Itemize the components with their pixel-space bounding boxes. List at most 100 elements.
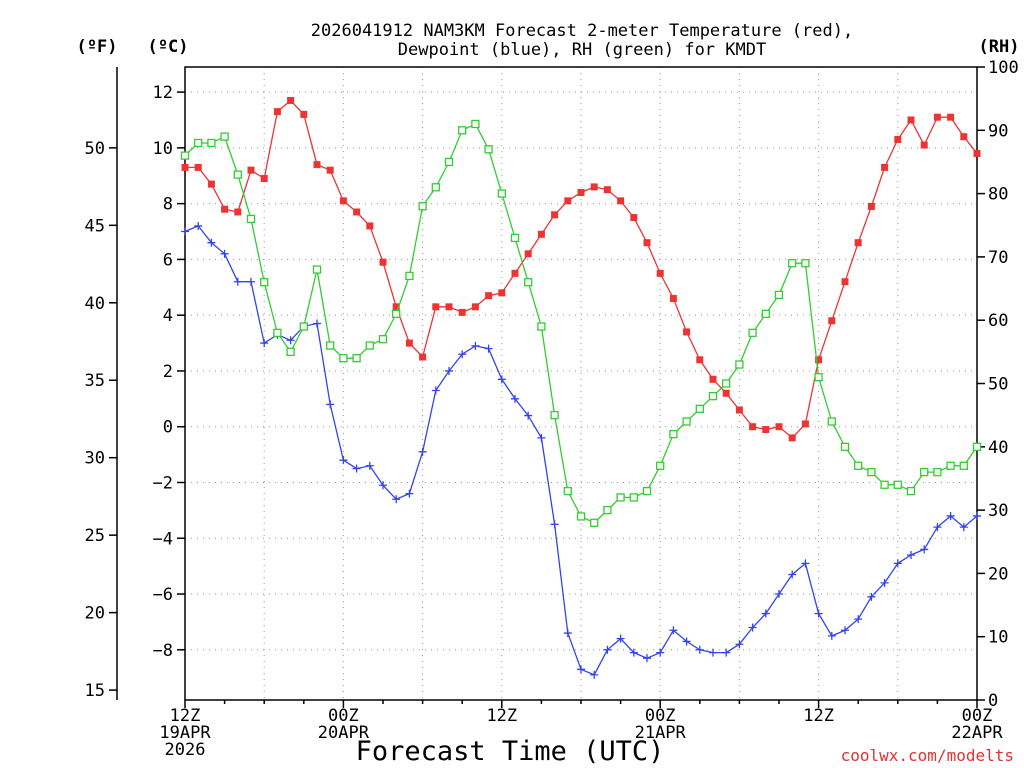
fahrenheit-tick-label: 20: [85, 604, 105, 624]
2-meter-temperature-point: [326, 166, 334, 174]
rh-point: [656, 461, 665, 470]
rh-point: [603, 505, 612, 515]
rh-tick-label: 30: [988, 501, 1008, 521]
celsius-unit-label: (ºC): [148, 37, 189, 57]
x-tick-label: 19APR: [159, 723, 211, 743]
2-meter-temperature-point: [749, 423, 757, 431]
dewpoint-point: [590, 670, 599, 679]
2-meter-temperature-point: [643, 239, 651, 247]
rh-point: [761, 309, 770, 319]
rh-point: [365, 341, 374, 350]
dewpoint-point: [181, 227, 189, 236]
x-axis-label: Forecast Time (UTC): [356, 736, 665, 767]
dewpoint-point: [484, 344, 493, 353]
rh-point: [722, 379, 731, 388]
rh-point: [933, 467, 942, 477]
2-meter-temperature-point: [801, 420, 809, 428]
dewpoint-point: [313, 319, 321, 328]
rh-tick-label: 0: [988, 691, 998, 711]
rh-tick-label: 80: [988, 185, 1008, 205]
dewpoint-point: [524, 411, 533, 420]
dewpoint-point: [946, 511, 955, 520]
2-meter-temperature-point: [485, 292, 493, 300]
2-meter-temperature-point: [194, 163, 202, 171]
2-meter-temperature-point: [696, 356, 704, 364]
dewpoint-point: [563, 629, 572, 638]
2-meter-temperature-point: [762, 426, 770, 434]
2-meter-temperature-point: [234, 208, 242, 216]
2-meter-temperature-point: [537, 230, 545, 238]
rh-point: [405, 271, 414, 281]
2-meter-temperature-point: [564, 197, 572, 205]
2-meter-temperature-point: [577, 188, 585, 196]
dewpoint-point: [405, 489, 414, 498]
celsius-tick-label: 10: [153, 139, 173, 159]
dewpoint-point: [761, 609, 770, 618]
rh-point: [444, 157, 454, 167]
celsius-tick-label: 12: [153, 83, 173, 103]
rh-point: [827, 417, 836, 426]
dewpoint-point: [352, 464, 361, 473]
2-meter-temperature-point: [313, 161, 321, 169]
dewpoint-point: [854, 615, 863, 624]
dewpoint-point: [326, 400, 335, 409]
2-meter-temperature-point: [709, 375, 717, 383]
rh-point: [431, 183, 440, 192]
plot-frame: [184, 66, 978, 701]
rh-point: [194, 138, 203, 148]
celsius-tick-label: 8: [163, 195, 173, 215]
fahrenheit-tick-label: 40: [85, 294, 105, 314]
rh-point: [814, 373, 823, 382]
rh-point: [972, 442, 982, 451]
2-meter-temperature-point: [735, 406, 743, 414]
dewpoint-point: [497, 375, 506, 384]
2-meter-temperature-point: [788, 434, 796, 442]
dewpoint-point: [207, 238, 216, 247]
2-meter-temperature-point: [947, 113, 955, 121]
x-tick-label: 00Z: [328, 706, 359, 726]
gridlines: [185, 67, 977, 700]
2-meter-temperature-point: [524, 250, 532, 258]
2-meter-temperature-point: [973, 149, 981, 157]
rh-point: [339, 354, 348, 363]
x-tick-label: 12Z: [486, 706, 517, 726]
2-meter-temperature-point: [366, 222, 374, 230]
x-tick-label: 12Z: [170, 706, 201, 726]
2-meter-temperature-point: [722, 389, 730, 397]
dewpoint-point: [431, 386, 440, 395]
dewpoint-point: [827, 631, 836, 640]
2-meter-temperature-point: [590, 183, 598, 191]
dewpoint-point: [788, 570, 797, 579]
celsius-tick-label: −4: [153, 529, 173, 549]
rh-tick-label: 60: [988, 311, 1008, 331]
dewpoint-point: [722, 648, 731, 657]
rh-point: [669, 429, 678, 439]
rh-tick-label: 10: [988, 628, 1008, 648]
2-meter-temperature-point: [432, 303, 440, 311]
2-meter-temperature-point: [960, 133, 968, 141]
dewpoint-point: [379, 481, 387, 490]
rh-point: [326, 341, 335, 350]
dewpoint-point: [709, 648, 717, 657]
rh-point: [537, 322, 546, 331]
rh-point: [299, 322, 308, 331]
dewpoint-point: [418, 447, 427, 456]
2-meter-temperature-point: [669, 294, 677, 302]
2-meter-temperature-point: [181, 163, 189, 171]
x-tick-label: 00Z: [645, 706, 676, 726]
2-meter-temperature-point: [405, 339, 413, 347]
dewpoint-point: [537, 433, 546, 442]
dewpoint-point: [669, 626, 678, 635]
rh-point: [840, 442, 850, 451]
dewpoint-point: [445, 366, 453, 375]
dewpoint-point: [933, 523, 942, 532]
rh-point: [484, 145, 493, 154]
celsius-tick-label: 6: [163, 250, 173, 270]
celsius-tick-label: −6: [153, 585, 173, 605]
dewpoint-point: [643, 654, 651, 663]
credit-text: coolwx.com/modelts: [841, 746, 1014, 765]
chart-title-line2: Dewpoint (blue), RH (green) for KMDT: [398, 40, 766, 60]
2-meter-temperature-point: [445, 303, 453, 311]
dewpoint-point: [220, 249, 229, 258]
dewpoint-point: [616, 634, 625, 643]
